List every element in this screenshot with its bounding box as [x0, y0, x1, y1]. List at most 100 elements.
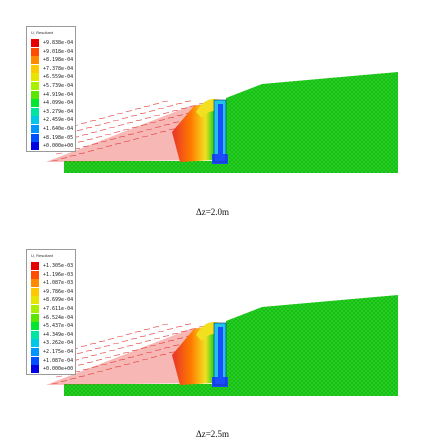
legend-value: +7.611e-04 — [43, 306, 74, 312]
legend-swatch — [31, 287, 39, 296]
legend-row: +7.611e-04 — [31, 305, 75, 313]
legend-title-2: U, Resultant — [31, 253, 54, 258]
legend-swatch — [31, 64, 39, 73]
legend-swatch — [31, 313, 39, 322]
foundation-soil — [64, 384, 398, 396]
legend-swatch — [31, 330, 39, 339]
legend-row: +7.378e-04 — [31, 64, 75, 73]
legend-swatch — [31, 82, 39, 90]
legend-row: +1.087e-04 — [31, 356, 75, 365]
legend-value: +4.349e-04 — [43, 331, 74, 338]
legend-value: +1.640e-04 — [43, 126, 74, 132]
legend-swatch — [31, 322, 39, 331]
legend-value: +7.378e-04 — [43, 65, 74, 72]
legend-value: +8.198e-04 — [43, 57, 74, 64]
legend-value: +1.305e-03 — [43, 263, 74, 269]
legend-value: +1.087e-03 — [43, 280, 74, 287]
legend-value: +5.437e-04 — [43, 323, 74, 330]
legend-row: +9.786e-04 — [31, 287, 75, 296]
legend-value: +2.459e-04 — [43, 117, 74, 124]
wall-core — [218, 104, 223, 160]
wall-outline — [213, 322, 227, 386]
stress-zone — [172, 325, 214, 385]
legend-row: +5.739e-04 — [31, 82, 75, 90]
legend-row: +0.000e+00 — [31, 142, 75, 151]
soil-mass — [226, 72, 398, 172]
legend-row: +0.000e+00 — [31, 365, 75, 374]
legend-swatch — [31, 73, 39, 82]
legend-value: +2.175e-04 — [43, 349, 74, 355]
legend-value: +8.198e-05 — [43, 134, 74, 141]
legend-row: +3.279e-04 — [31, 107, 75, 116]
legend-swatch — [31, 125, 39, 133]
wall-outline — [213, 99, 227, 163]
legend-value: +4.919e-04 — [43, 91, 74, 98]
legend-swatch — [31, 305, 39, 313]
legend-row: +4.919e-04 — [31, 90, 75, 99]
legend-swatch — [31, 365, 39, 374]
fe-model-1 — [46, 72, 398, 173]
legend-swatch — [31, 142, 39, 151]
legend-row: +1.196e-03 — [31, 270, 75, 279]
foundation-soil — [64, 161, 398, 173]
legend-row: +8.198e-05 — [31, 133, 75, 142]
displaced-wedge — [46, 104, 207, 162]
legend-row: +6.559e-04 — [31, 73, 75, 82]
wall-toe — [212, 377, 228, 387]
legend-value: +1.087e-04 — [43, 357, 74, 364]
contour-plot-panel-2: U, Resultant +1.305e-03 +1.196e-03 +1.087e… — [0, 223, 425, 433]
legend-value: +9.838e-04 — [43, 40, 74, 46]
legend-row: +9.018e-04 — [31, 47, 75, 56]
caption-1: Δz=2.0m — [195, 207, 230, 217]
legend-swatch — [31, 99, 39, 108]
legend-row: +4.349e-04 — [31, 330, 75, 339]
legend-value: +5.739e-04 — [43, 83, 74, 89]
caption-2: Δz=2.5m — [195, 429, 230, 439]
legend-swatch — [31, 348, 39, 356]
legend-swatch — [31, 39, 39, 47]
contour-plot-panel-1: U, Resultant +9.838e-04 +9.018e-04 +8.198e… — [0, 0, 425, 210]
legend-row: +1.087e-03 — [31, 279, 75, 288]
legend-swatch — [31, 116, 39, 125]
legend-swatch — [31, 279, 39, 288]
legend-swatch — [31, 47, 39, 56]
legend-value: +0.000e+00 — [43, 366, 74, 373]
legend-row: +2.175e-04 — [31, 348, 75, 356]
legend-row: +3.262e-04 — [31, 339, 75, 348]
legend-row: +8.699e-04 — [31, 296, 75, 305]
soil-mass — [226, 295, 398, 395]
legend-swatch — [31, 356, 39, 365]
legend-value: +3.262e-04 — [43, 340, 74, 347]
legend-swatch — [31, 296, 39, 305]
legend-2: U, Resultant +1.305e-03 +1.196e-03 +1.087e… — [26, 249, 76, 375]
legend-value: +3.279e-04 — [43, 108, 74, 115]
legend-value: +6.524e-04 — [43, 314, 74, 321]
legend-swatch — [31, 270, 39, 279]
legend-row: +8.198e-04 — [31, 56, 75, 65]
legend-row: +1.640e-04 — [31, 125, 75, 133]
displaced-wedge — [46, 327, 207, 385]
legend-1: U, Resultant +9.838e-04 +9.018e-04 +8.198e… — [26, 26, 76, 152]
legend-swatch — [31, 262, 39, 270]
legend-value: +8.699e-04 — [43, 297, 74, 304]
legend-swatch — [31, 90, 39, 99]
legend-value: +0.000e+00 — [43, 143, 74, 150]
wall-core — [218, 327, 223, 383]
wall-toe — [212, 154, 228, 164]
legend-value: +4.099e-04 — [43, 100, 74, 107]
legend-swatch — [31, 133, 39, 142]
legend-title-1: U, Resultant — [31, 30, 54, 35]
legend-value: +6.559e-04 — [43, 74, 74, 81]
legend-row: +5.437e-04 — [31, 322, 75, 331]
legend-row: +6.524e-04 — [31, 313, 75, 322]
legend-value: +1.196e-03 — [43, 271, 74, 278]
legend-value: +9.786e-04 — [43, 288, 74, 295]
legend-value: +9.018e-04 — [43, 48, 74, 55]
legend-row: +9.838e-04 — [31, 39, 75, 47]
legend-row: +4.099e-04 — [31, 99, 75, 108]
legend-row: +1.305e-03 — [31, 262, 75, 270]
legend-row: +2.459e-04 — [31, 116, 75, 125]
legend-swatch — [31, 56, 39, 65]
legend-swatch — [31, 107, 39, 116]
stress-zone — [172, 102, 214, 162]
